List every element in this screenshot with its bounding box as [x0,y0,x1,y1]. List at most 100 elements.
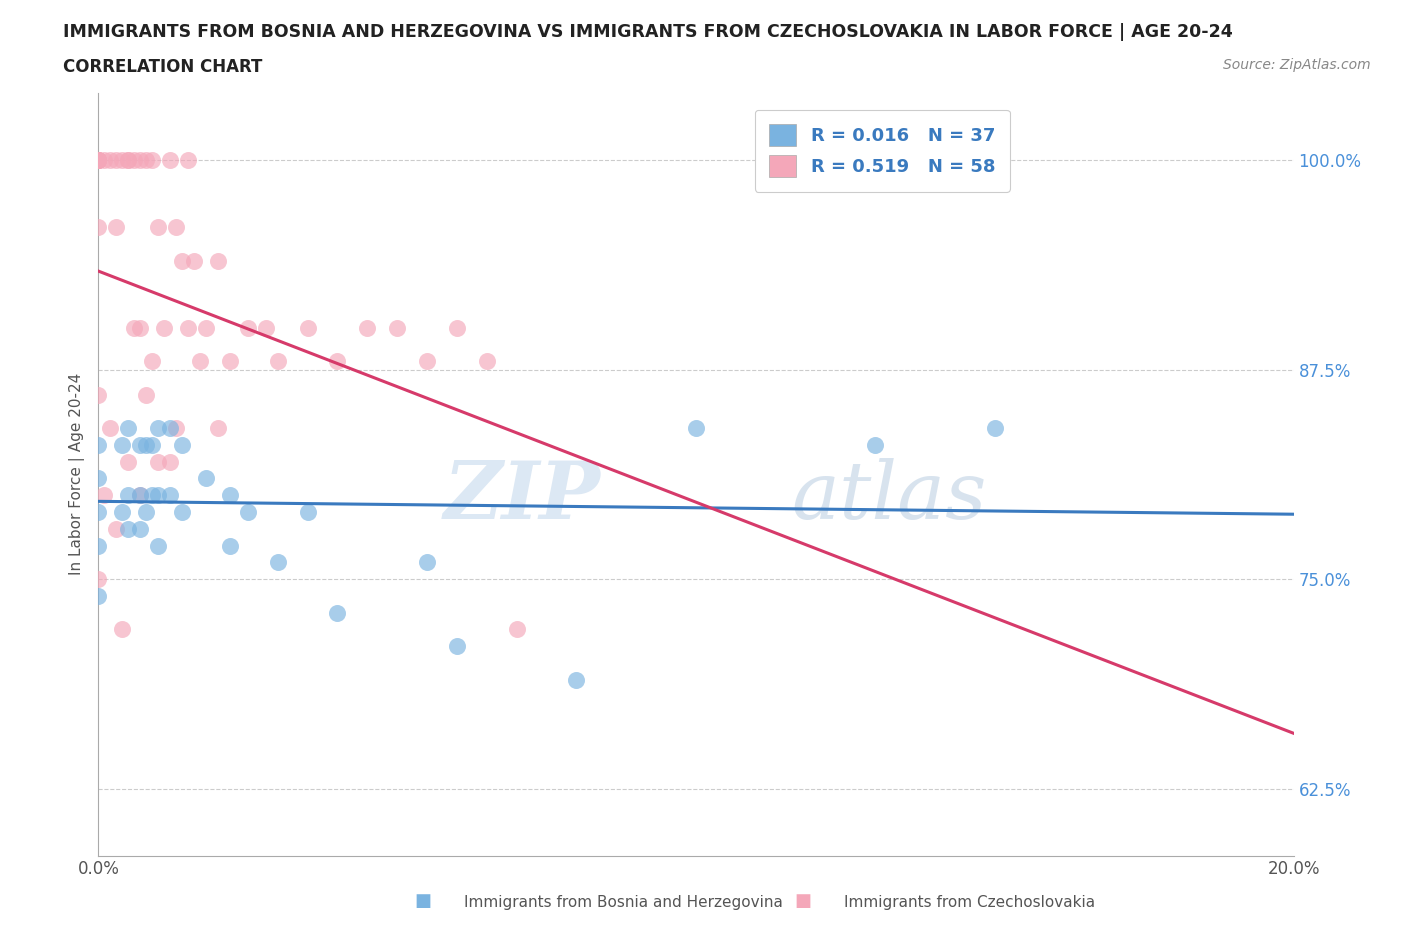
Point [124,153,146,167]
Point [254,320,277,335]
Text: ■: ■ [415,892,432,910]
Point [117,420,139,435]
Point [129,488,152,503]
Point [172,437,194,452]
Point [356,320,378,335]
Point [385,320,409,335]
Point [87,437,110,452]
Text: Immigrants from Czechoslovakia: Immigrants from Czechoslovakia [844,895,1095,910]
Text: Source: ZipAtlas.com: Source: ZipAtlas.com [1223,58,1371,72]
Point [148,454,170,469]
Point [177,153,200,167]
Point [506,622,529,637]
Point [129,522,152,537]
Point [87,153,110,167]
Point [129,488,152,503]
Point [141,488,163,503]
Point [129,153,152,167]
Point [111,622,134,637]
Point [984,420,1007,435]
Point [416,555,439,570]
Point [117,488,139,503]
Point [172,253,194,268]
Point [105,219,128,234]
Point [111,437,134,452]
Point [135,437,157,452]
Point [87,572,110,587]
Point [87,153,110,167]
Point [236,320,259,335]
Y-axis label: In Labor Force | Age 20-24: In Labor Force | Age 20-24 [69,373,84,576]
Point [207,253,229,268]
Point [105,153,128,167]
Point [195,320,218,335]
Point [141,153,163,167]
Point [87,153,110,167]
Point [117,522,139,537]
Point [207,420,229,435]
Text: ZIP: ZIP [443,458,600,536]
Point [172,505,194,520]
Point [87,387,110,402]
Point [297,505,319,520]
Text: Immigrants from Bosnia and Herzegovina: Immigrants from Bosnia and Herzegovina [464,895,783,910]
Point [117,153,139,167]
Point [135,153,157,167]
Point [446,639,468,654]
Point [141,437,163,452]
Point [98,420,122,435]
Point [219,488,242,503]
Point [267,555,290,570]
Point [148,219,170,234]
Point [148,420,170,435]
Point [159,153,181,167]
Point [188,353,211,368]
Point [159,454,181,469]
Point [141,353,163,368]
Point [93,488,115,503]
Point [87,153,110,167]
Text: ■: ■ [794,892,811,910]
Point [87,153,110,167]
Point [87,505,110,520]
Point [685,420,707,435]
Point [153,320,176,335]
Point [105,522,128,537]
Point [98,153,122,167]
Point [87,153,110,167]
Point [159,420,181,435]
Point [165,420,187,435]
Point [219,538,242,553]
Point [148,488,170,503]
Point [87,538,110,553]
Point [129,320,152,335]
Point [111,153,134,167]
Point [87,219,110,234]
Point [117,153,139,167]
Text: CORRELATION CHART: CORRELATION CHART [63,58,263,75]
Point [416,353,439,368]
Point [475,353,498,368]
Point [297,320,319,335]
Point [159,488,181,503]
Point [135,505,157,520]
Point [129,437,152,452]
Point [87,589,110,604]
Point [135,387,157,402]
Point [87,472,110,486]
Point [267,353,290,368]
Point [165,219,187,234]
Text: atlas: atlas [792,458,987,536]
Text: IMMIGRANTS FROM BOSNIA AND HERZEGOVINA VS IMMIGRANTS FROM CZECHOSLOVAKIA IN LABO: IMMIGRANTS FROM BOSNIA AND HERZEGOVINA V… [63,23,1233,41]
Point [326,605,349,620]
Point [326,353,349,368]
Point [446,320,468,335]
Point [93,153,115,167]
Point [111,505,134,520]
Point [148,538,170,553]
Point [195,472,218,486]
Point [87,153,110,167]
Legend: R = 0.016   N = 37, R = 0.519   N = 58: R = 0.016 N = 37, R = 0.519 N = 58 [755,110,1010,192]
Point [865,437,887,452]
Point [236,505,259,520]
